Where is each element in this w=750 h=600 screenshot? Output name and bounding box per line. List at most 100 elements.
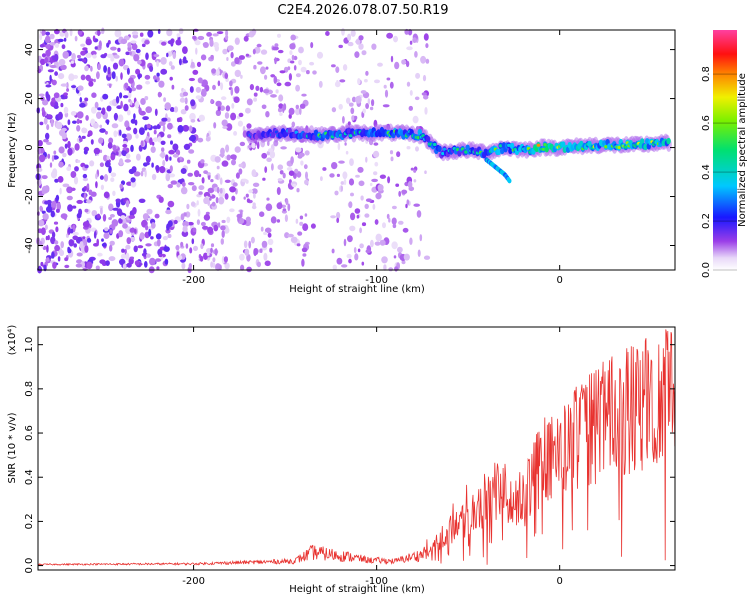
spectrogram-noise-speck <box>229 186 237 193</box>
spectrogram-noise-speck <box>192 35 197 40</box>
spectrogram-noise-speck <box>168 173 176 178</box>
spectrogram-noise-speck <box>373 171 378 176</box>
spectrogram-noise-speck <box>144 96 149 101</box>
spectrogram-noise-speck <box>118 218 123 224</box>
spectrogram-noise-speck <box>256 141 260 150</box>
spectrogram-noise-speck <box>53 105 59 109</box>
spectrogram-noise-speck <box>277 49 284 54</box>
spectrogram-noise-speck <box>211 68 217 74</box>
snr-x-tick-label: -100 <box>365 576 388 587</box>
spectrogram-noise-speck <box>124 120 130 128</box>
spectrogram-noise-speck <box>111 219 119 227</box>
spectrogram-noise-speck <box>39 44 45 48</box>
spectrogram-noise-speck <box>47 62 52 67</box>
spectrogram-noise-speck <box>243 35 249 42</box>
spectrogram-noise-speck <box>51 155 55 162</box>
spectrogram-noise-speck <box>115 96 120 104</box>
spectrogram-noise-speck <box>214 44 219 52</box>
spectrogram-noise-speck <box>209 38 214 47</box>
spectrogram-noise-speck <box>158 253 163 258</box>
spectrogram-noise-speck <box>99 124 103 128</box>
spectrogram-noise-speck <box>342 171 348 180</box>
spectrogram-noise-speck <box>97 252 103 257</box>
spectrogram-noise-speck <box>197 208 201 217</box>
spectrogram-noise-speck <box>183 143 191 150</box>
spectrogram-noise-speck <box>53 150 57 155</box>
spectrogram-track-point <box>666 137 671 145</box>
spectrogram-noise-speck <box>377 184 384 192</box>
spectrogram-noise-speck <box>288 170 295 176</box>
spectrogram-noise-speck <box>226 154 231 161</box>
spectrogram-noise-speck <box>74 166 79 172</box>
spectrogram-noise-speck <box>331 64 336 68</box>
spectrogram-noise-speck <box>251 188 258 195</box>
spectrogram-noise-speck <box>243 196 246 200</box>
spectrogram-noise-speck <box>290 60 295 64</box>
spectrogram-track-peak <box>432 142 437 147</box>
spectrogram-noise-speck <box>210 54 214 60</box>
spectrogram-noise-speck <box>264 166 268 174</box>
spectrogram-noise-speck <box>125 200 130 208</box>
spectrogram-noise-speck <box>133 54 140 62</box>
spectrogram-noise-speck <box>144 74 151 80</box>
spectrogram-noise-speck <box>260 226 264 232</box>
spectrogram-noise-speck <box>98 137 104 144</box>
spectrogram-noise-speck <box>215 68 220 77</box>
colorbar-gradient <box>713 30 737 270</box>
spectrogram-noise-speck <box>154 108 158 117</box>
spectrogram-noise-speck <box>276 202 283 210</box>
spectrogram-noise-speck <box>90 65 93 72</box>
spectrogram-noise-speck <box>350 107 355 115</box>
spectrogram-noise-speck <box>165 173 171 182</box>
spectrogram-noise-speck <box>40 58 46 65</box>
spectrogram-noise-speck <box>129 51 132 55</box>
spectrogram-noise-speck <box>239 141 246 147</box>
spectrogram-noise-speck <box>221 160 229 167</box>
spectrogram-noise-speck <box>212 84 216 91</box>
spectrogram-noise-speck <box>76 212 82 219</box>
spectrogram-noise-speck <box>110 46 117 51</box>
spectrogram-track-point <box>312 134 317 141</box>
spectrogram-noise-speck <box>194 40 201 46</box>
spectrogram-noise-speck <box>67 140 71 149</box>
spectrogram-noise-speck <box>263 231 268 236</box>
spectrogram-noise-speck <box>145 106 152 114</box>
spectrogram-noise-speck <box>152 125 159 130</box>
spectrogram-noise-speck <box>230 88 234 96</box>
spectrogram-noise-speck <box>216 165 220 170</box>
spectrogram-noise-speck <box>250 236 255 244</box>
spectrogram-noise-speck <box>102 214 107 222</box>
spectrogram-noise-speck <box>56 202 61 211</box>
spectrogram-noise-speck <box>210 261 214 268</box>
spectrogram-noise-speck <box>51 55 55 61</box>
spectrogram-noise-speck <box>252 48 256 55</box>
spectrogram-noise-speck <box>299 221 304 226</box>
spectrogram-noise-speck <box>409 90 413 96</box>
spectrogram-noise-speck <box>67 204 73 212</box>
spectrogram-noise-speck <box>357 166 364 173</box>
spectrogram-noise-speck <box>103 191 110 199</box>
spectrogram-noise-speck <box>113 130 118 138</box>
spectrogram-noise-speck <box>272 46 279 51</box>
spectrogram-track-peak <box>543 143 547 147</box>
spectrogram-noise-speck <box>284 214 288 222</box>
spectrogram-noise-speck <box>117 47 121 53</box>
spectrogram-noise-speck <box>365 103 369 109</box>
spectrogram-track-point <box>313 129 319 136</box>
spectrogram-noise-speck <box>84 208 89 213</box>
spectrogram-noise-speck <box>187 172 193 177</box>
spectrogram-noise-speck <box>155 233 162 240</box>
spectrogram-noise-speck <box>125 252 130 261</box>
spectrogram-noise-speck <box>126 262 132 268</box>
spectrogram-noise-speck <box>336 217 340 223</box>
spectrogram-noise-speck <box>196 61 202 68</box>
spectrogram-noise-speck <box>68 239 75 247</box>
spectrogram-noise-speck <box>78 137 83 142</box>
spectrogram-noise-speck <box>124 248 127 255</box>
spectrogram-noise-speck <box>342 64 348 71</box>
spectrogram-noise-speck <box>267 238 274 246</box>
spectrogram-noise-speck <box>360 90 367 94</box>
spectrogram-noise-speck <box>369 106 374 111</box>
spectrogram-noise-speck <box>188 182 195 186</box>
